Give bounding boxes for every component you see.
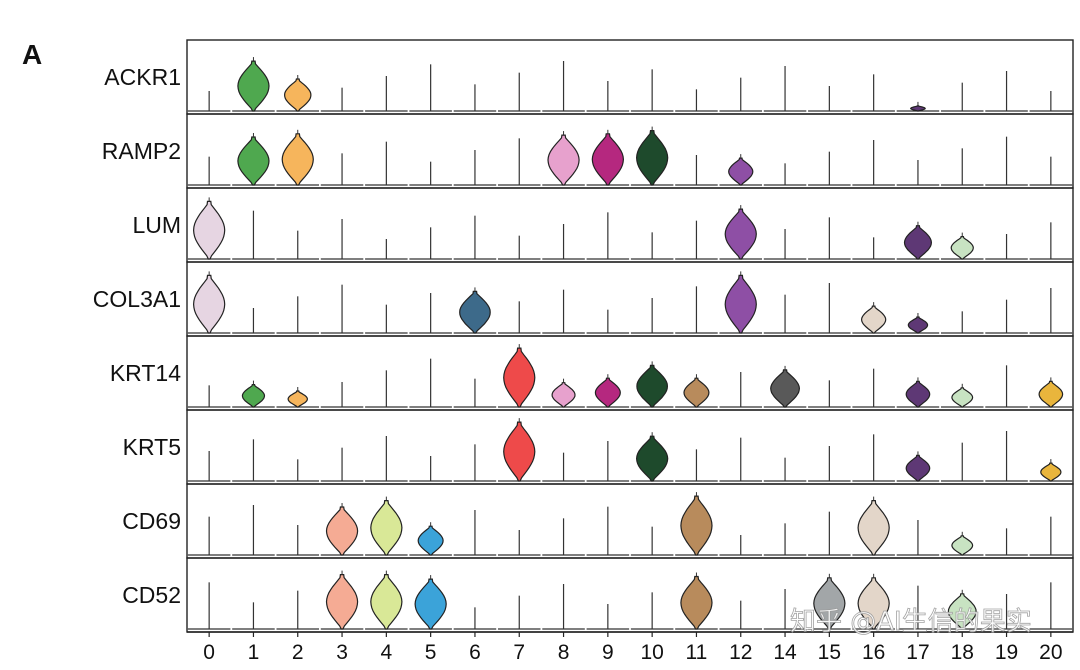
violin-col3a1-12 [724,274,757,334]
violin-krt14-8 [551,382,576,408]
violin-cd69-18 [951,535,974,556]
x-tick-label: 6 [469,641,481,664]
violin-cd69-5 [417,525,444,556]
violin-lum-17 [903,225,933,260]
panel-cd52: CD52 [122,557,1074,633]
violin-krt5-20 [1040,462,1062,482]
gene-label: ACKR1 [104,64,181,90]
x-tick-label: 19 [995,641,1018,664]
violin-lum-12 [724,208,757,260]
violin-lum-0 [192,200,226,260]
violin-krt14-17 [905,380,931,408]
violin-panels: ACKR1 RAMP2 LUM COL3A1 KRT14 KRT5 CD69 CD52 [93,39,1074,633]
gene-label: CD52 [122,582,181,608]
x-tick-label: 3 [336,641,348,664]
violin-col3a1-6 [459,290,491,334]
gene-label: KRT14 [110,360,181,386]
x-tick-label: 2 [292,641,304,664]
violin-krt5-10 [635,435,669,482]
violin-ramp2-8 [547,134,580,186]
gene-label: CD69 [122,508,181,534]
x-tick-label: 1 [248,641,260,664]
watermark-text: 知乎 @AI生信的果实 [790,607,1032,637]
violin-cd52-3 [325,574,359,630]
x-tick-label: 12 [729,641,752,664]
violin-lum-18 [950,236,974,260]
violin-cd52-11 [680,575,713,630]
violin-col3a1-0 [192,274,226,334]
x-axis: 0 1 2 3 4 5 6 7 8 9 10 11 12 14 15 16 17 18 19 20 [187,631,1073,664]
violin-cd52-5 [414,578,447,630]
panel-label: A [22,39,42,70]
x-tick-label: 16 [862,641,885,664]
violin-cd69-4 [370,500,403,556]
panel-cd69: CD69 [122,483,1074,559]
violin-ackr1-1 [237,60,270,112]
violin-krt14-1 [241,384,266,408]
violin-ackr1-2 [283,78,312,112]
panel-frame [186,261,1074,337]
violin-krt14-10 [636,364,669,408]
violin-krt14-7 [503,347,536,408]
violin-krt14-18 [951,387,974,408]
gene-label: LUM [132,212,181,238]
panel-lum: LUM [132,187,1074,263]
violin-ramp2-12 [728,157,754,186]
x-tick-label: 11 [686,641,708,664]
violin-ramp2-1 [237,136,270,186]
x-tick-label: 18 [951,641,974,664]
violin-krt14-14 [770,369,801,408]
x-tick-label: 14 [773,641,797,664]
violin-col3a1-17 [907,316,929,334]
violin-ramp2-9 [591,133,625,186]
violin-krt14-11 [683,377,710,408]
x-tick-label: 8 [558,641,570,664]
panel-frame [186,39,1074,115]
panel-frame [186,335,1074,411]
x-tick-label: 20 [1039,641,1062,664]
gene-label: COL3A1 [93,286,181,312]
x-tick-label: 9 [602,641,614,664]
x-tick-label: 0 [203,641,215,664]
violin-cd69-11 [680,495,713,556]
panel-ackr1: ACKR1 [104,39,1074,115]
panel-col3a1: COL3A1 [93,261,1074,337]
x-tick-label: 5 [425,641,437,664]
violin-krt14-9 [594,377,621,408]
x-tick-label: 7 [513,641,525,664]
panel-krt14: KRT14 [110,335,1074,411]
violin-cd52-4 [370,574,403,630]
panel-frame [186,409,1074,485]
x-tick-label: 17 [906,641,929,664]
panel-ramp2: RAMP2 [102,113,1074,189]
violin-krt14-2 [287,390,309,408]
panel-krt5: KRT5 [123,409,1074,485]
violin-krt5-7 [503,421,536,482]
x-tick-label: 10 [640,641,663,664]
panel-frame [186,187,1074,263]
violin-krt5-17 [905,454,931,482]
x-tick-label: 15 [818,641,841,664]
violin-cd69-16 [857,500,890,556]
panel-frame [186,113,1074,189]
violin-cd69-3 [325,506,359,556]
violin-ramp2-10 [635,130,669,186]
violin-col3a1-16 [860,305,887,334]
violin-ramp2-2 [281,133,314,186]
violin-ackr1-17 [910,105,926,112]
panel-frame [186,483,1074,559]
gene-label: KRT5 [123,434,181,460]
x-tick-label: 4 [381,641,393,664]
violin-krt14-20 [1038,380,1064,408]
gene-label: RAMP2 [102,138,181,164]
